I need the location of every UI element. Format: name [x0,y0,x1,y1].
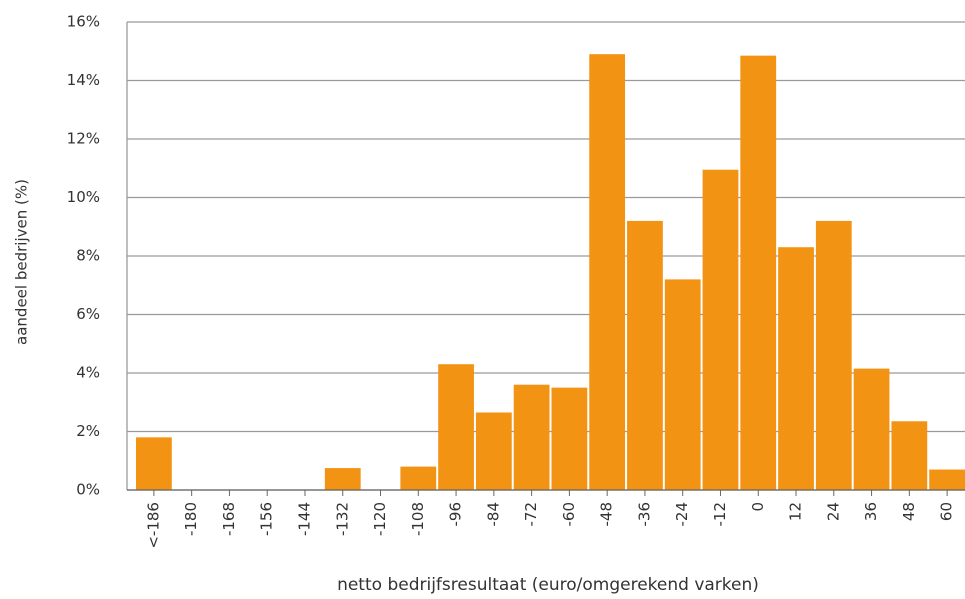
x-tick-label: -120 [371,502,389,536]
x-tick-label: 24 [824,502,842,521]
x-tick-label: -156 [258,502,276,536]
bar [627,220,663,490]
bar [853,368,890,490]
bar [929,469,965,490]
x-tick-label: 12 [787,502,805,521]
x-tick-label: 36 [862,502,880,521]
y-tick-label: 2% [76,422,100,440]
bar [891,421,928,490]
bar [136,437,172,490]
x-tick-label: -144 [295,502,313,536]
x-tick-label: <-186 [144,502,162,549]
bar [513,384,550,490]
x-axis-title: netto bedrijfsresultaat (euro/omgerekend… [337,575,759,595]
x-tick-label: -96 [447,502,465,527]
bar [702,169,739,490]
x-tick-label: -180 [182,502,200,536]
bar [324,468,361,490]
bar [778,247,814,490]
bar [664,279,701,490]
bar [400,466,437,490]
y-tick-label: 16% [67,13,100,31]
x-tick-label: -12 [711,502,729,527]
bar [551,387,588,490]
x-tick-label: -132 [333,502,351,536]
x-tick-label: -72 [522,502,540,527]
y-tick-label: 14% [67,71,100,89]
y-tick-label: 4% [76,364,100,382]
bar [740,55,777,490]
x-tick-label: -84 [484,502,502,526]
x-tick-label: 0 [749,502,767,512]
y-tick-label: 0% [76,481,100,499]
x-tick-label: 48 [900,502,918,521]
x-tick-label: -36 [635,502,653,527]
y-axis-title: aandeel bedrijven (%) [13,179,31,345]
bar [589,54,626,491]
y-tick-label: 12% [67,130,100,148]
bar [815,220,852,490]
y-tick-label: 6% [76,305,100,323]
y-tick-label: 8% [76,247,100,265]
x-tick-label: -168 [220,502,238,536]
y-tick-label: 10% [67,188,100,206]
x-tick-label: 60 [938,502,956,521]
x-tick-label: -108 [409,502,427,536]
x-tick-label: -60 [560,502,578,527]
x-tick-label: -24 [673,502,691,527]
x-tick-label: -48 [598,502,616,527]
bar [475,412,512,490]
bar [438,364,474,490]
